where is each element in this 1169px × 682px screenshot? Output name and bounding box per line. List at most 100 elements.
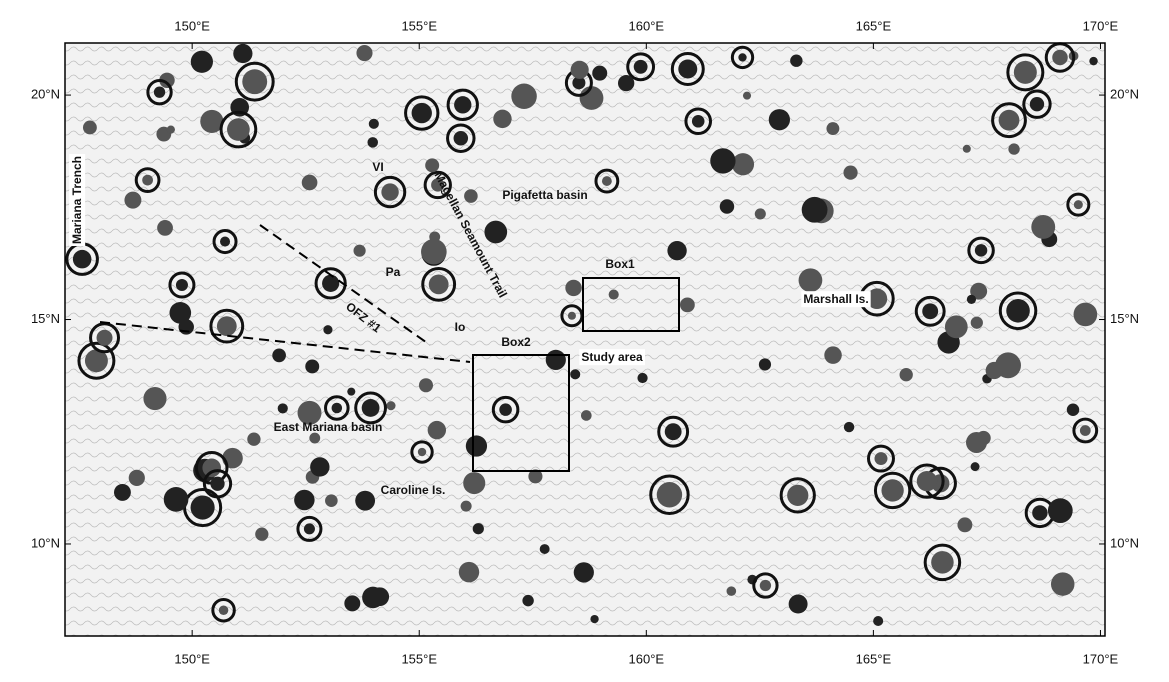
seamount (975, 244, 987, 256)
seamount (743, 92, 751, 100)
x-tick-label-top: 150°E (174, 18, 210, 33)
seamount (826, 122, 839, 135)
seamount (354, 245, 366, 257)
seamount (692, 115, 705, 128)
x-tick-label-bottom: 170°E (1083, 651, 1119, 666)
seamount (755, 208, 766, 219)
seamount (493, 110, 511, 128)
seamount (464, 189, 478, 203)
seamount (720, 199, 734, 213)
seamount (963, 145, 971, 153)
seamount (419, 378, 433, 392)
seamount (369, 119, 379, 129)
seamount (247, 433, 260, 446)
seamount (124, 192, 141, 209)
seamount (202, 459, 221, 478)
seamount (1014, 61, 1037, 84)
seamount (142, 175, 153, 186)
seamount (727, 586, 737, 596)
place-label: Caroline Is. (381, 483, 446, 497)
seamount (634, 60, 648, 74)
seamount (565, 280, 581, 296)
seamount (1031, 215, 1055, 239)
seamount (881, 479, 903, 501)
seamount (574, 562, 594, 582)
seamount (732, 153, 754, 175)
place-label: VI (372, 160, 383, 174)
x-tick-label-top: 160°E (629, 18, 665, 33)
seamount (874, 452, 887, 465)
seamount (957, 517, 972, 532)
place-label: Mariana Trench (70, 156, 84, 244)
seamount (802, 197, 828, 223)
seamount (1048, 498, 1073, 523)
seamount (999, 110, 1020, 131)
seamount (799, 268, 823, 292)
seamount (967, 295, 976, 304)
seamount (219, 605, 228, 614)
seamount (540, 544, 550, 554)
seamount (581, 410, 592, 421)
seamount (1067, 404, 1079, 416)
seamount (176, 279, 188, 291)
seamount (790, 54, 802, 66)
map: 150°E150°E155°E155°E160°E160°E165°E165°E… (0, 0, 1169, 677)
seamount (759, 358, 771, 370)
seamount (1074, 303, 1098, 327)
seamount (466, 435, 487, 456)
seamount (931, 551, 954, 574)
seamount (590, 615, 598, 623)
seamount (272, 349, 286, 363)
seamount (499, 403, 512, 416)
seamount (789, 595, 808, 614)
seamount (242, 69, 267, 94)
y-tick-label-left: 20°N (31, 87, 60, 102)
place-label: Pigafetta basin (502, 188, 587, 202)
seamount (1089, 57, 1097, 65)
seamount (191, 51, 213, 73)
seamount (169, 302, 191, 324)
seamount (618, 75, 634, 91)
seamount (220, 237, 230, 247)
x-tick-label-bottom: 155°E (401, 651, 437, 666)
seamount (710, 148, 735, 173)
seamount (367, 137, 378, 148)
seamount (157, 220, 173, 236)
seamount (356, 45, 372, 61)
seamount (922, 303, 938, 319)
seamount (1052, 50, 1068, 66)
seamount (678, 59, 697, 78)
seamount (347, 388, 355, 396)
x-tick-label-bottom: 160°E (629, 651, 665, 666)
place-label: Io (455, 320, 466, 334)
seamount (1008, 143, 1019, 154)
seamount (83, 121, 97, 135)
seamount (97, 330, 113, 346)
seamount (461, 501, 472, 512)
seamount (167, 126, 175, 134)
seamount (304, 523, 315, 534)
seamount (546, 350, 566, 370)
seamount (945, 315, 968, 338)
seamount (425, 158, 439, 172)
seamount (760, 580, 771, 591)
seamount (738, 53, 746, 61)
seamount (344, 595, 360, 611)
seamount (824, 346, 841, 363)
seamount (305, 359, 319, 373)
seamount (609, 289, 619, 299)
seamount (454, 131, 468, 145)
seamount (294, 490, 314, 510)
y-tick-label-left: 15°N (31, 311, 60, 326)
seamount (332, 403, 343, 414)
seamount (602, 176, 612, 186)
place-label: Study area (581, 350, 643, 364)
x-tick-label-top: 165°E (856, 18, 892, 33)
seamount (571, 61, 589, 79)
seamount (769, 109, 790, 130)
place-label: Marshall Is. (803, 292, 868, 306)
page: {"map": { "xlim": [147.2, 170.1], "ylim"… (0, 0, 1169, 677)
place-label: Box2 (501, 335, 531, 349)
seamount (522, 595, 533, 606)
seamount (459, 562, 479, 582)
